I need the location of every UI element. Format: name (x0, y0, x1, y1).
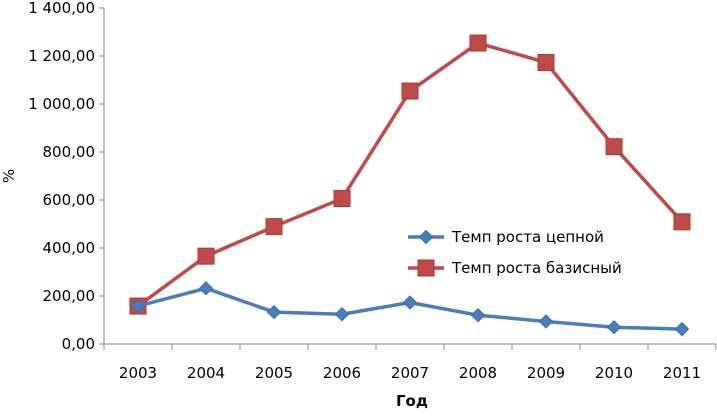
x-tick-label: 2008 (459, 364, 497, 382)
series-marker-diamond (538, 314, 554, 329)
x-tick-label: 2004 (187, 364, 225, 382)
series-marker-diamond (266, 304, 282, 320)
series-marker-square (197, 247, 215, 265)
series-marker-diamond (198, 281, 214, 296)
series-marker-diamond (470, 307, 486, 323)
series-marker-square (417, 259, 435, 277)
series-marker-square (673, 213, 691, 231)
ticks-layer: 0,00 200,00 400,00 600,00 800,00 1 000,00 1 20… (28, 0, 717, 382)
series-marker-diamond (130, 298, 146, 314)
series-marker-diamond (606, 319, 622, 335)
y-tick-label: 600,00 (43, 191, 96, 209)
x-tick-label: 2010 (595, 364, 633, 382)
legend-label: Темп роста базисный (451, 259, 622, 277)
y-tick-label: 400,00 (43, 239, 96, 257)
series-layer (129, 34, 691, 337)
y-tick-label: 0,00 (62, 335, 95, 353)
x-tick-label: 2005 (255, 364, 293, 382)
y-tick-label: 800,00 (43, 143, 96, 161)
series-marker-square (537, 53, 555, 71)
series-marker-diamond (674, 321, 690, 337)
axes-layer (103, 8, 716, 345)
series-chain (130, 281, 690, 337)
series-marker-diamond (418, 229, 434, 245)
series-marker-diamond (334, 307, 350, 322)
y-axis-title: % (0, 169, 18, 183)
x-tick-label: 2006 (323, 364, 361, 382)
series-marker-square (401, 82, 419, 100)
series-marker-square (265, 218, 283, 236)
x-tick-label: 2003 (119, 364, 157, 382)
series-marker-square (605, 138, 623, 156)
legend-item: Темп роста базисный (408, 259, 622, 277)
x-tick-label: 2011 (663, 364, 701, 382)
series-marker-square (469, 34, 487, 52)
y-tick-label: 200,00 (43, 287, 96, 305)
y-tick-label: 1 400,00 (28, 0, 95, 17)
legend: Темп роста цепной Темп роста базисный (408, 228, 622, 277)
legend-label: Темп роста цепной (451, 228, 604, 246)
y-tick-label: 1 000,00 (28, 95, 95, 113)
x-tick-label: 2009 (527, 364, 565, 382)
series-marker-square (333, 190, 351, 208)
x-axis-title: Год (396, 392, 428, 410)
y-tick-label: 1 200,00 (28, 47, 95, 65)
x-tick-label: 2007 (391, 364, 429, 382)
series-marker-diamond (402, 295, 418, 310)
legend-item: Темп роста цепной (408, 228, 604, 246)
